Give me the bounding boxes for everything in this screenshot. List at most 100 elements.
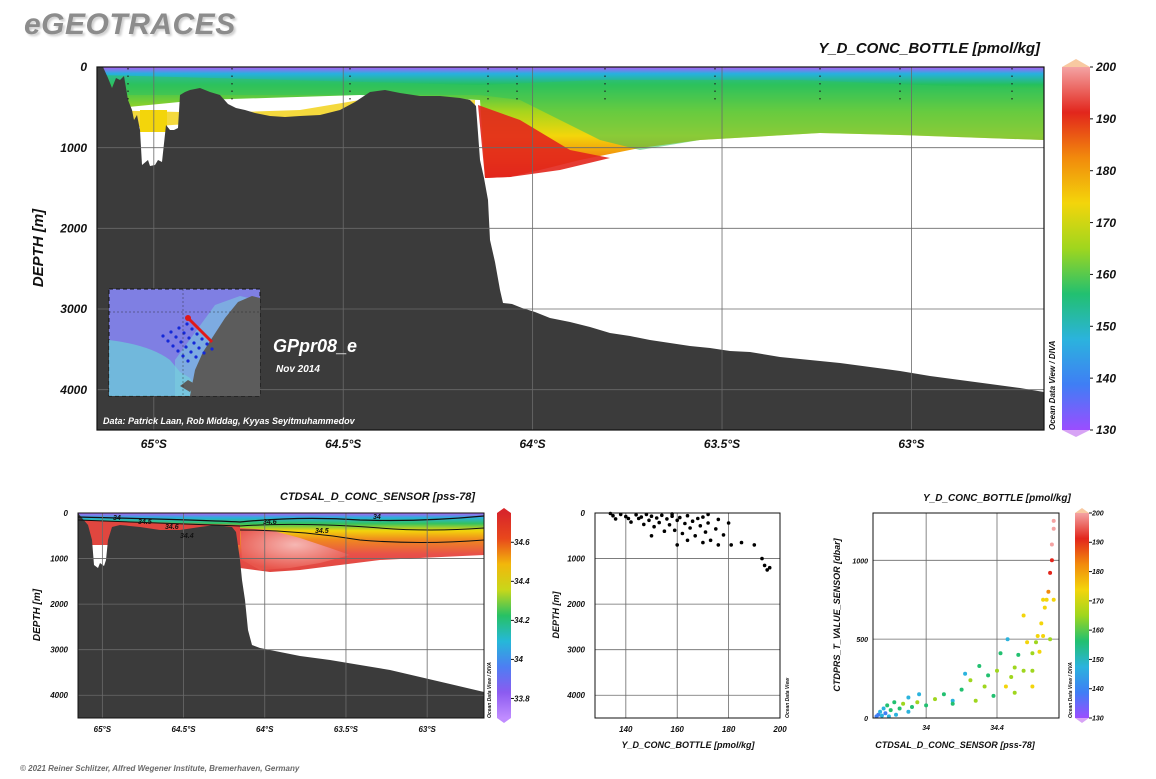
inset-station-dot xyxy=(192,341,196,345)
pressure-scatter-point xyxy=(885,703,890,708)
pressure-scatter-point xyxy=(1016,652,1021,657)
x-tick-label: 63.5°S xyxy=(334,725,359,734)
y-tick-label: 0 xyxy=(80,60,87,74)
inset-map xyxy=(108,288,261,397)
profile-point xyxy=(657,520,661,525)
main-watermark: Ocean Data View / DIVA xyxy=(1048,340,1057,430)
x-tick-label: 65°S xyxy=(141,437,167,451)
pressure-scatter-point xyxy=(933,697,937,702)
pressure-scatter-point xyxy=(1005,637,1010,642)
pressure-scatter-point xyxy=(959,687,964,692)
pressure-scatter-point xyxy=(906,709,911,714)
pressure-scatter-point xyxy=(1012,690,1017,695)
pressure-scatter-watermark: Ocean Data View / DIVA xyxy=(1068,662,1074,718)
pressure-scatter-point xyxy=(1048,570,1053,575)
profile-point xyxy=(611,513,615,518)
inset-station-dot xyxy=(194,355,198,359)
inset-station-dot xyxy=(187,336,191,340)
egeotraces-logo: eGEOTRACES xyxy=(24,8,236,41)
inset-map-stations xyxy=(161,322,214,363)
main-colorbar: 130 140 150 160 170 180 190 200 xyxy=(1062,59,1116,437)
y-tick-label: 4000 xyxy=(59,383,87,397)
main-y-axis-label: DEPTH [m] xyxy=(30,208,47,287)
pressure-scatter-point xyxy=(1041,597,1046,602)
profile-y-axis-label: DEPTH [m] xyxy=(551,590,561,638)
salinity-colorbar: 33.8 34 34.2 34.4 34.6 xyxy=(497,508,530,723)
contour-label: 34 xyxy=(373,514,381,521)
pressure-scatter-point xyxy=(1035,634,1040,638)
inset-map-island xyxy=(180,380,195,392)
main-colorbar-min-cap xyxy=(1062,430,1090,437)
salinity-warm-core xyxy=(240,528,350,570)
inset-station-dot xyxy=(181,354,185,358)
profile-point xyxy=(690,519,695,523)
profile-point xyxy=(762,563,767,568)
profile-plot-area xyxy=(595,513,780,718)
inset-station-dot xyxy=(174,335,178,339)
colorbar-tick-label: 170 xyxy=(1096,216,1116,230)
y-tick-label: 2000 xyxy=(49,600,68,609)
colorbar-tick-label: 140 xyxy=(1092,686,1104,693)
inset-station-dot xyxy=(195,332,199,336)
main-station-markers xyxy=(127,68,1013,104)
profile-point xyxy=(767,565,772,570)
profile-point xyxy=(701,540,705,545)
y-tick-label: 0 xyxy=(581,509,586,518)
pressure-scatter-point xyxy=(1034,640,1038,645)
pressure-scatter-point xyxy=(897,706,902,711)
main-high-concentration-core xyxy=(478,105,610,178)
pressure-scatter-points xyxy=(874,518,1056,719)
pressure-scatter-point xyxy=(1030,668,1035,673)
inset-station-dot xyxy=(185,322,189,326)
pressure-scatter-point xyxy=(950,698,955,703)
profile-point xyxy=(662,529,667,533)
inset-station-dot xyxy=(166,339,170,343)
pressure-scatter-point xyxy=(968,678,973,683)
x-tick-label: 64.5°S xyxy=(325,437,361,451)
pressure-scatter-point xyxy=(1030,684,1035,689)
pressure-scatter-colorbar: 130 140 150 160 170 180 190 200 xyxy=(1075,508,1104,723)
salinity-y-axis: 0 1000 2000 3000 4000 xyxy=(49,509,68,700)
pressure-scatter-point xyxy=(1021,668,1026,673)
main-green-overlay xyxy=(97,75,1044,150)
y-tick-label: 1000 xyxy=(50,554,68,563)
colorbar-tick-label: 140 xyxy=(1096,371,1116,385)
salinity-contour-34 xyxy=(78,515,484,523)
inset-map-section-start xyxy=(185,315,191,321)
profile-point xyxy=(613,517,618,521)
profile-point xyxy=(765,568,769,572)
profile-x-axis-label: Y_D_CONC_BOTTLE [pmol/kg] xyxy=(621,740,755,750)
profile-point xyxy=(729,543,733,547)
profile-point xyxy=(683,521,687,526)
pressure-scatter-point xyxy=(876,712,881,717)
contour-label: 34.6 xyxy=(165,524,179,531)
y-tick-label: 4000 xyxy=(49,691,68,700)
inset-map-land xyxy=(190,296,260,396)
profile-point xyxy=(698,524,703,528)
colorbar-tick-label: 34.6 xyxy=(514,538,530,547)
main-x-axis: 65°S 64.5°S 64°S 63.5°S 63°S xyxy=(141,437,925,451)
salinity-bathymetry xyxy=(78,513,484,718)
x-tick-label: 34.4 xyxy=(990,725,1004,732)
colorbar-tick-label: 200 xyxy=(1095,60,1116,74)
salinity-y-axis-label: DEPTH [m] xyxy=(32,588,43,641)
profile-point xyxy=(624,514,628,519)
pressure-scatter-point xyxy=(886,714,891,719)
profile-point xyxy=(649,514,654,518)
pressure-colorbar-min-cap xyxy=(1075,718,1089,723)
colorbar-tick-label: 190 xyxy=(1092,540,1104,547)
inset-station-dot xyxy=(189,350,193,354)
profile-point xyxy=(703,530,708,534)
pressure-scatter-grid xyxy=(873,513,1059,718)
main-colorbar-max-cap xyxy=(1062,59,1090,67)
inset-station-dot xyxy=(190,327,194,331)
pressure-scatter-plot-area xyxy=(873,513,1059,718)
main-bathymetry xyxy=(97,67,1044,430)
profile-point xyxy=(629,520,633,524)
y-tick-label: 2000 xyxy=(59,222,87,236)
profile-point xyxy=(708,538,713,543)
profile-point xyxy=(654,516,659,520)
y-tick-label: 1000 xyxy=(567,555,585,564)
pressure-scatter-x-axis-label: CTDSAL_D_CONC_SENSOR [pss-78] xyxy=(875,740,1036,750)
pressure-colorbar-scale xyxy=(1075,513,1089,718)
